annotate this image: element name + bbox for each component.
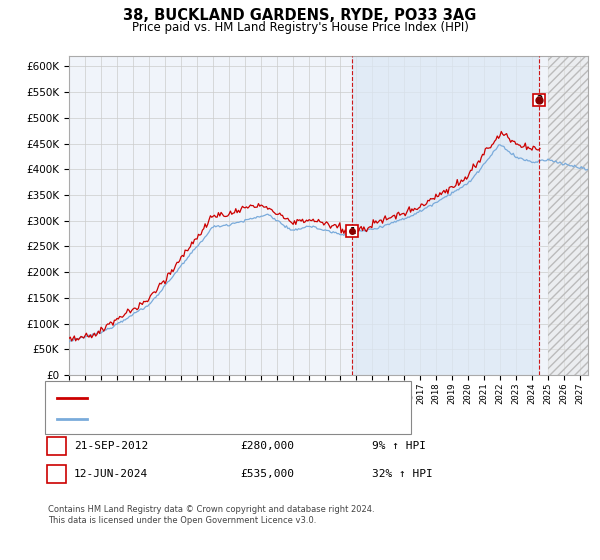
Text: 21-SEP-2012: 21-SEP-2012: [74, 441, 148, 451]
Text: 9% ↑ HPI: 9% ↑ HPI: [372, 441, 426, 451]
Bar: [352, 56, 539, 375]
Text: 1: 1: [349, 227, 355, 236]
Text: £280,000: £280,000: [240, 441, 294, 451]
Text: £535,000: £535,000: [240, 469, 294, 479]
Bar: [548, 56, 588, 375]
Text: 2: 2: [536, 95, 542, 104]
Text: HPI: Average price, detached house, Isle of Wight: HPI: Average price, detached house, Isle…: [93, 414, 351, 424]
Bar: [548, 56, 588, 375]
Text: Contains HM Land Registry data © Crown copyright and database right 2024.
This d: Contains HM Land Registry data © Crown c…: [48, 505, 374, 525]
Text: 38, BUCKLAND GARDENS, RYDE, PO33 3AG: 38, BUCKLAND GARDENS, RYDE, PO33 3AG: [124, 8, 476, 24]
Text: 38, BUCKLAND GARDENS, RYDE, PO33 3AG (detached house): 38, BUCKLAND GARDENS, RYDE, PO33 3AG (de…: [93, 393, 413, 403]
Text: Price paid vs. HM Land Registry's House Price Index (HPI): Price paid vs. HM Land Registry's House …: [131, 21, 469, 34]
Text: 32% ↑ HPI: 32% ↑ HPI: [372, 469, 433, 479]
Text: 12-JUN-2024: 12-JUN-2024: [74, 469, 148, 479]
Text: 1: 1: [53, 441, 60, 451]
Text: 2: 2: [53, 469, 60, 479]
